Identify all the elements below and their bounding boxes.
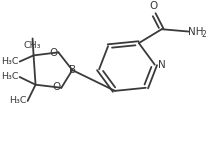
Text: H₃C: H₃C bbox=[1, 72, 19, 82]
Text: NH: NH bbox=[189, 27, 204, 37]
Text: B: B bbox=[69, 65, 76, 75]
Text: O: O bbox=[49, 48, 57, 58]
Text: N: N bbox=[158, 60, 166, 70]
Text: O: O bbox=[150, 1, 158, 11]
Text: H₃C: H₃C bbox=[9, 96, 27, 105]
Text: 2: 2 bbox=[202, 30, 207, 39]
Text: CH₃: CH₃ bbox=[24, 41, 41, 50]
Text: O: O bbox=[52, 82, 60, 92]
Text: H₃C: H₃C bbox=[1, 57, 19, 66]
